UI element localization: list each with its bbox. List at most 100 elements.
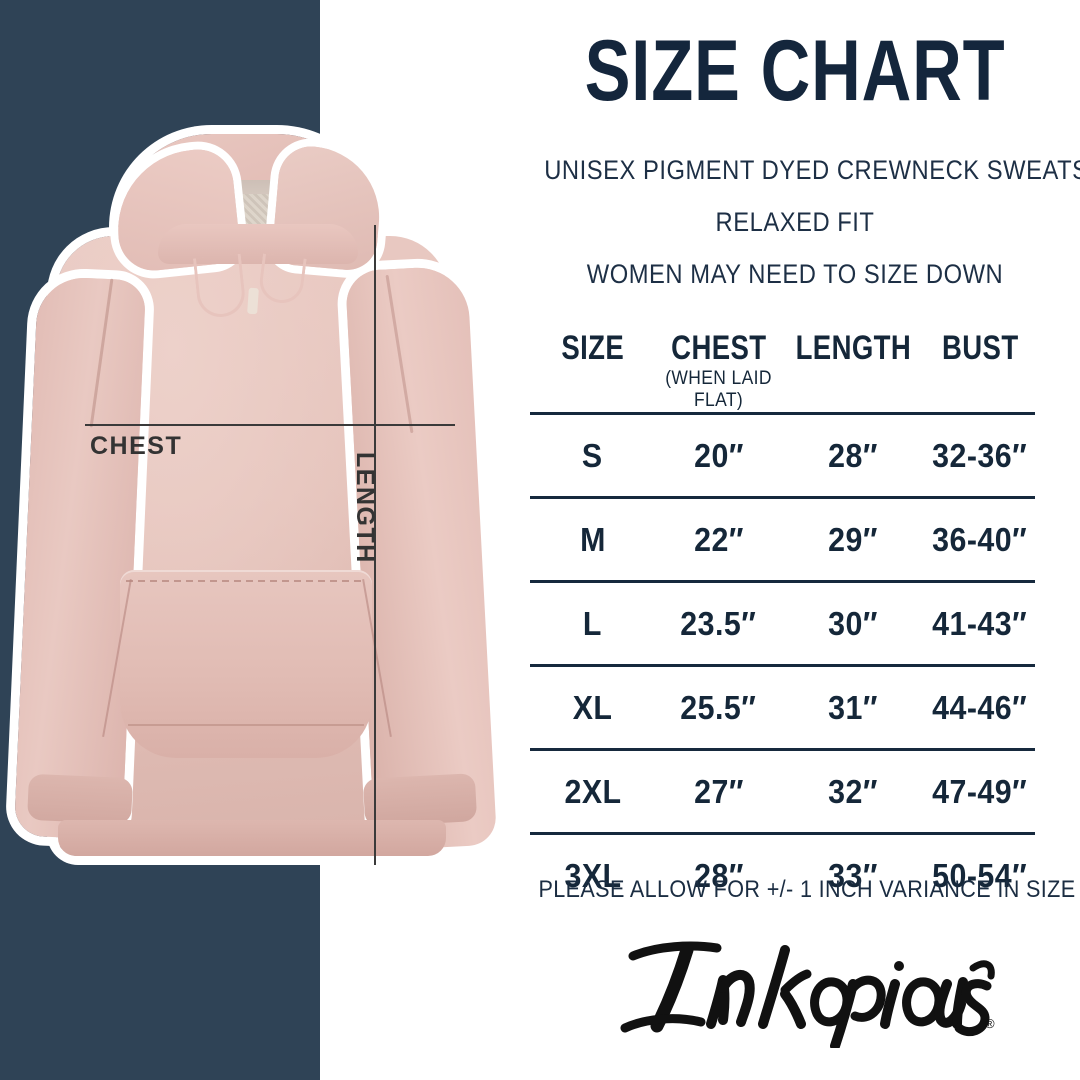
column-header-length: LENGTH [789,318,918,368]
cell-length: 33″ [782,835,925,916]
cell-length: 31″ [782,667,925,750]
column-header-bust-label: BUST [941,329,1019,367]
cell-size-value: 2XL [563,772,622,810]
cell-size: 3XL [530,835,655,916]
cell-bust-value: 32-36″ [932,436,1028,474]
table-rule [530,580,1035,584]
cell-length-value: 32″ [828,772,879,810]
page-title: SIZE CHART [584,23,1006,119]
cell-chest: 25.5″ [655,667,782,750]
subheader-spacer-mid [782,368,925,414]
cell-bust: 32-36″ [925,415,1035,498]
cell-length-value: 29″ [828,520,879,558]
brand-logo: ® [510,928,1080,1053]
cell-size: M [530,499,655,582]
subheader-spacer-right [925,368,1035,414]
inkopious-wordmark-icon: ® [620,941,995,1048]
rule-cell [530,664,1035,668]
cell-bust: 41-43″ [925,583,1035,666]
cell-bust-value: 47-49″ [932,772,1028,810]
subtitle-line-1: UNISEX PIGMENT DYED CREWNECK SWEATSHIRT [544,155,1080,185]
size-table: SIZE CHEST LENGTH BUST (WHEN LAID FLAT) … [530,318,1035,916]
cell-chest-value: 20″ [693,436,744,474]
table-rule [530,832,1035,836]
table-rule [530,664,1035,668]
cell-chest-value: 27″ [693,772,744,810]
cell-length: 28″ [782,415,925,498]
cell-chest-value: 25.5″ [680,688,757,726]
subheader-spacer-left [530,368,655,414]
rule-cell [530,496,1035,500]
cell-bust: 47-49″ [925,751,1035,834]
column-header-bust: BUST [930,318,1029,368]
rule-cell [530,580,1035,584]
subtitle-block: UNISEX PIGMENT DYED CREWNECK SWEATSHIRT … [510,155,1080,311]
pocket-top-stitching [126,580,366,582]
chest-laid-flat-note-label: (WHEN LAID FLAT) [665,368,772,411]
cell-size-value: M [579,520,606,558]
length-measure-label: LENGTH [351,452,379,564]
cell-size: S [530,415,655,498]
cell-chest-value: 23.5″ [680,604,757,642]
table-header-row: SIZE CHEST LENGTH BUST [530,318,1035,368]
left-cuff [27,773,133,825]
table-row: XL 25.5″ 31″ 44-46″ [530,667,1035,750]
column-header-chest: CHEST [661,318,775,368]
cell-size-value: S [582,436,603,474]
cell-length: 32″ [782,751,925,834]
column-header-length-label: LENGTH [795,329,912,367]
cell-length-value: 28″ [828,436,879,474]
cell-length-value: 33″ [828,856,879,894]
cell-bust: 44-46″ [925,667,1035,750]
chart-panel: SIZE CHART UNISEX PIGMENT DYED CREWNECK … [510,0,1080,1080]
waistband-hem [58,820,446,856]
right-cuff [362,773,478,827]
table-rule [530,748,1035,752]
cell-size: XL [530,667,655,750]
cell-chest: 22″ [655,499,782,582]
table-row: 3XL 28″ 33″ 50-54″ [530,835,1035,916]
rule-cell [530,748,1035,752]
cell-length: 29″ [782,499,925,582]
rule-cell [530,412,1035,416]
sweatshirt-illustration [8,128,508,888]
drawstring-aglet [247,287,259,315]
table-row: L 23.5″ 30″ 41-43″ [530,583,1035,666]
cell-bust-value: 41-43″ [932,604,1028,642]
table-rule-top [530,412,1035,416]
variance-note: PLEASE ALLOW FOR +/- 1 INCH VARIANCE IN … [538,876,1076,903]
table-subheader-row: (WHEN LAID FLAT) [530,368,1035,414]
cell-chest: 27″ [655,751,782,834]
cell-bust-value: 44-46″ [932,688,1028,726]
registered-trademark-mark: ® [985,1016,995,1031]
product-photo: CHEST LENGTH [0,0,520,1080]
subtitle-line-3: WOMEN MAY NEED TO SIZE DOWN [586,259,1004,289]
cell-size: 2XL [530,751,655,834]
rule-cell [530,832,1035,836]
subtitle-line-2: RELAXED FIT [715,207,875,237]
cell-chest-value: 22″ [693,520,744,558]
column-header-size: SIZE [536,318,649,368]
cell-length: 30″ [782,583,925,666]
cell-chest: 28″ [655,835,782,916]
chest-laid-flat-note: (WHEN LAID FLAT) [655,368,782,414]
table-row: M 22″ 29″ 36-40″ [530,499,1035,582]
cell-length-value: 31″ [828,688,879,726]
cell-length-value: 30″ [828,604,879,642]
chest-measure-line [85,424,455,426]
cell-bust-value: 36-40″ [932,520,1028,558]
cell-bust: 50-54″ [925,835,1035,916]
pocket-bottom-seam [128,724,364,760]
cell-size-value: L [583,604,603,642]
table-row: S 20″ 28″ 32-36″ [530,415,1035,498]
length-measure-line [374,225,376,865]
cell-chest-value: 28″ [693,856,744,894]
cell-size: L [530,583,655,666]
column-header-chest-label: CHEST [670,329,767,367]
cell-bust-value: 50-54″ [932,856,1028,894]
table-row: 2XL 27″ 32″ 47-49″ [530,751,1035,834]
neck-band [158,224,358,264]
cell-size-value: 3XL [563,856,622,894]
cell-bust: 36-40″ [925,499,1035,582]
